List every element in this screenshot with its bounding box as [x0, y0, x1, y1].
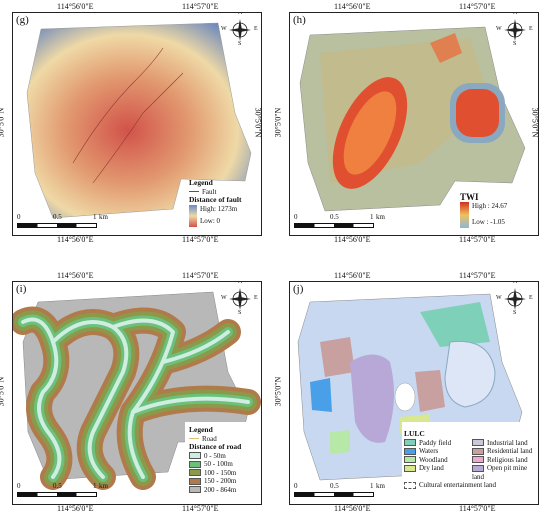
legend-subtitle: Distance of road	[189, 442, 242, 451]
lon-label-left: 114°56'0"E	[334, 2, 371, 11]
north-arrow-icon	[229, 19, 251, 41]
north-n: N	[238, 12, 243, 16]
north-s: S	[238, 41, 242, 47]
map-frame: (i) N S W E Legend Road Distance of road…	[12, 281, 262, 505]
lulc-map	[297, 293, 538, 504]
panel-label: (g)	[16, 14, 29, 26]
lat-label-right: 30°5'0"N	[253, 107, 263, 138]
legend: Legend Road Distance of road 0 - 50m 50 …	[189, 425, 242, 495]
north-n: N	[513, 12, 518, 16]
legend-title: LULC	[404, 429, 425, 438]
lon-label-left: 114°56'0"E	[57, 271, 94, 280]
lon-label-left-bottom: 114°56'0"E	[57, 504, 94, 513]
north-w: W	[221, 295, 227, 301]
legend-title: Legend	[189, 178, 213, 187]
legend-road: Road	[189, 435, 241, 444]
legend-class: Woodland	[404, 456, 468, 465]
legend-title: Legend	[189, 425, 213, 434]
twi-map	[299, 26, 526, 212]
north-e: E	[529, 26, 533, 32]
lon-label-right: 114°57'0"E	[459, 271, 496, 280]
legend-class: 200 - 864m	[189, 486, 241, 495]
panel-label: (i)	[16, 283, 27, 295]
lat-label-left: 30°5'0"N	[0, 107, 6, 138]
panel-h: 114°56'0"E 114°57'0"E (h) N S W E TWI H	[273, 2, 544, 244]
north-e: E	[254, 295, 258, 301]
lon-label-right: 114°57'0"E	[182, 271, 219, 280]
north-s: S	[513, 310, 517, 316]
north-arrow-icon	[504, 19, 526, 41]
north-w: W	[221, 26, 227, 32]
legend-class: Industrial land	[472, 439, 536, 448]
legend-high: High: 1273m	[200, 204, 238, 213]
legend-gradient	[460, 201, 469, 228]
lon-label-right: 114°57'0"E	[459, 2, 496, 11]
north-n: N	[238, 281, 243, 285]
map-frame: (g) N S W E Legend Fault Distance of fau…	[12, 12, 262, 236]
legend: Legend Fault Distance of fault High: 127…	[189, 178, 242, 227]
legend-class: Dry land	[404, 464, 468, 481]
lon-label-right-bottom: 114°57'0"E	[459, 235, 496, 244]
map-frame: (h) N S W E TWI High : 24.67 Low : -1.05…	[289, 12, 539, 236]
legend-class: Paddy field	[404, 439, 468, 448]
scale-bar: 0 0.5 1 km	[294, 482, 385, 500]
legend-title: TWI	[460, 192, 479, 202]
legend-fault: Fault	[189, 188, 242, 197]
lat-label-left: 30°5'0"N	[273, 107, 283, 138]
legend-class: Waters	[404, 447, 468, 456]
legend-high: High : 24.67	[472, 201, 508, 210]
lat-label-left: 30°5'0"N	[273, 376, 283, 407]
panel-label: (j)	[293, 283, 304, 295]
panel-i: 114°56'0"E 114°57'0"E	[0, 271, 267, 513]
legend: LULC Paddy field Industrial land Waters …	[404, 429, 536, 490]
panel-g: 114°56'0"E 114°57'0"E (g) N S W E	[0, 2, 267, 244]
lon-label-right-bottom: 114°57'0"E	[182, 504, 219, 513]
north-e: E	[529, 295, 533, 301]
scale-bar: 0 0.5 1 km	[17, 213, 108, 231]
legend-class: Residential land	[472, 447, 536, 456]
lon-label-right-bottom: 114°57'0"E	[182, 235, 219, 244]
map-frame: (j) N S W E LULC Paddy field Industrial …	[289, 281, 539, 505]
legend-class: 0 - 50m	[189, 452, 241, 461]
lon-label-left: 114°56'0"E	[334, 271, 371, 280]
legend-class: Cultural entertainment land	[404, 481, 536, 490]
road-distance-map	[13, 291, 261, 504]
legend-class: Religious land	[472, 456, 536, 465]
scale-bar: 0 0.5 1 km	[17, 482, 108, 500]
lon-label-right: 114°57'0"E	[182, 2, 219, 11]
legend-gradient	[189, 204, 197, 227]
legend-class: 150 - 200m	[189, 477, 241, 486]
lon-label-left-bottom: 114°56'0"E	[334, 235, 371, 244]
lon-label-right-bottom: 114°57'0"E	[459, 504, 496, 513]
legend-class: Open pit mine land	[472, 464, 528, 481]
lon-label-left-bottom: 114°56'0"E	[334, 504, 371, 513]
panel-label: (h)	[293, 14, 306, 26]
legend-low: Low: 0	[200, 217, 221, 225]
north-arrow-icon	[229, 288, 251, 310]
panel-j: 114°56'0"E 114°57'0"E (j) N S W E LULC	[273, 271, 544, 513]
legend-class: 100 - 150m	[189, 469, 241, 478]
legend-class: 50 - 100m	[189, 460, 241, 469]
lon-label-left: 114°56'0"E	[57, 2, 94, 11]
north-w: W	[496, 295, 502, 301]
north-e: E	[254, 26, 258, 32]
lat-label-left: 30°5'0"N	[0, 376, 6, 407]
lon-label-left-bottom: 114°56'0"E	[57, 235, 94, 244]
legend-subtitle: Distance of fault	[189, 195, 242, 204]
north-s: S	[238, 310, 242, 316]
north-arrow-icon	[504, 288, 526, 310]
north-s: S	[513, 41, 517, 47]
scale-bar: 0 0.5 1 km	[294, 213, 385, 231]
lat-label-right: 30°5'0"N	[530, 107, 540, 138]
north-n: N	[513, 281, 518, 285]
legend: TWI High : 24.67 Low : -1.05	[460, 193, 507, 228]
north-w: W	[496, 26, 502, 32]
fault-distance-map	[26, 22, 252, 219]
legend-low: Low : -1.05	[472, 218, 505, 226]
